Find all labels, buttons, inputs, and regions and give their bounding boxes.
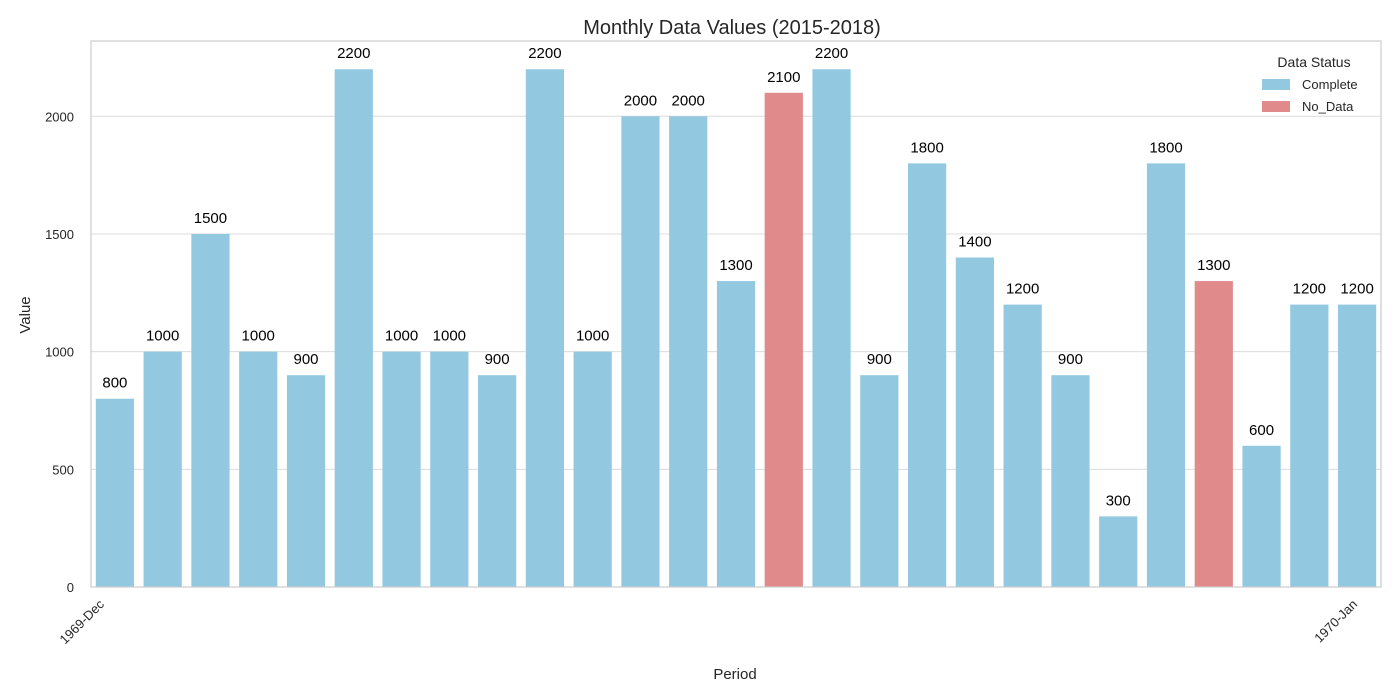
bar [1051,375,1090,587]
data-label: 900 [293,351,318,368]
legend-swatch-complete [1262,79,1290,90]
bar [669,116,708,587]
y-tick-label: 1000 [45,345,74,360]
data-label: 1400 [958,234,991,251]
x-ticks-group: 1969-Dec 1970-Jan [57,596,1361,647]
bar [955,257,994,587]
x-tick-label: 1970-Jan [1311,597,1360,646]
bar [764,92,803,587]
x-tick-label: 1969-Dec [57,596,108,647]
bar [1290,304,1329,587]
y-ticks-group: 0 500 1000 1500 2000 [45,109,74,595]
bar [716,281,756,587]
y-tick-label: 1500 [45,227,74,242]
data-label: 900 [485,351,510,368]
bar [1194,281,1233,587]
bar [1242,445,1281,587]
bars-group [95,69,1377,587]
data-label: 1800 [1149,139,1182,156]
bar [334,69,373,587]
bar [191,233,230,587]
data-label: 1800 [910,139,943,156]
bar [143,351,182,587]
data-labels-group: 800 1000 1500 1000 900 2200 1000 1000 900 2200 100… [102,45,1373,509]
y-axis-label: Value [17,296,34,333]
bar [478,375,517,587]
bar [525,69,564,587]
data-label: 800 [102,375,127,392]
bar [239,351,278,587]
x-axis-label: Period [713,666,756,683]
y-tick-label: 500 [52,462,74,477]
data-label: 1500 [194,210,227,227]
y-tick-label: 0 [67,580,74,595]
data-label: 1300 [719,257,752,274]
data-label: 1000 [576,328,609,345]
data-label: 1000 [385,328,418,345]
data-label: 2200 [528,45,561,62]
bar [573,351,612,587]
legend-title: Data Status [1277,54,1350,70]
bar [1338,304,1377,587]
data-label: 2200 [815,45,848,62]
bar [286,375,326,587]
legend-label-no-data: No_Data [1302,99,1354,114]
bar [1099,516,1138,587]
legend-label-complete: Complete [1302,77,1358,92]
bar [860,375,899,587]
data-label: 900 [1058,351,1083,368]
data-label: 600 [1249,422,1274,439]
data-label: 2000 [624,92,657,109]
bar [908,163,947,587]
bar [621,116,660,587]
data-label: 2200 [337,45,370,62]
data-label: 1200 [1340,281,1373,298]
bar [430,351,469,587]
data-label: 1200 [1293,281,1326,298]
data-label: 1000 [146,328,179,345]
bar [95,398,134,587]
data-label: 1000 [242,328,275,345]
data-label: 2000 [672,92,705,109]
data-label: 1300 [1197,257,1230,274]
legend: Data Status Complete No_Data [1262,54,1358,114]
data-label: 900 [867,351,892,368]
data-label: 300 [1106,492,1131,509]
bar [812,69,851,587]
bar [1003,304,1042,587]
data-label: 1000 [433,328,466,345]
bar [382,351,421,587]
plot-frame [90,40,1382,588]
data-label: 1200 [1006,281,1039,298]
bar [1146,163,1186,587]
chart-title: Monthly Data Values (2015-2018) [583,17,881,39]
y-tick-label: 2000 [45,109,74,124]
data-label: 2100 [767,69,800,86]
legend-swatch-no-data [1262,101,1290,112]
